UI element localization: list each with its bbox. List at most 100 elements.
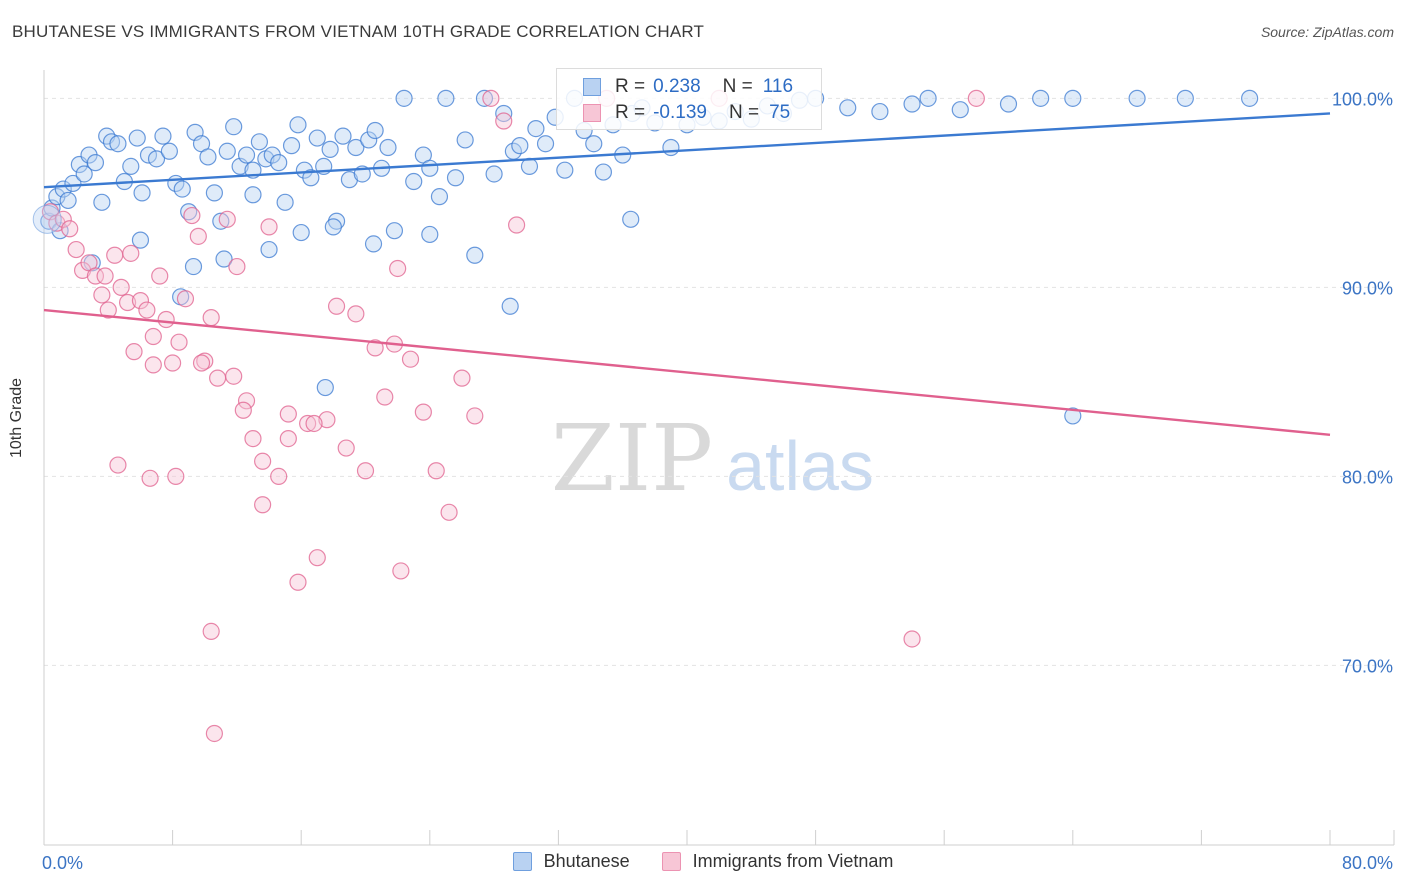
stats-swatch-vietnam — [583, 104, 601, 122]
point-vietnam — [164, 354, 182, 372]
point-vietnam — [260, 218, 278, 236]
point-bhutanese — [133, 184, 151, 202]
y-tick-label: 100.0% — [1332, 89, 1393, 109]
watermark-atlas: atlas — [726, 427, 874, 505]
legend-item-bhutanese[interactable]: Bhutanese — [512, 851, 630, 872]
point-bhutanese — [212, 212, 230, 230]
point-vietnam — [244, 429, 262, 448]
point-vietnam — [218, 210, 236, 228]
point-vietnam — [167, 467, 185, 486]
point-bhutanese — [1064, 407, 1082, 425]
point-bhutanese — [385, 222, 404, 240]
point-bhutanese — [511, 137, 529, 155]
point-bhutanese — [308, 129, 326, 147]
point-bhutanese — [475, 89, 494, 107]
trend-line-vietnam — [43, 308, 1331, 437]
point-vietnam — [427, 462, 445, 480]
n-value: 116 — [762, 76, 794, 97]
point-vietnam — [86, 267, 105, 285]
point-bhutanese — [282, 137, 301, 155]
point-bhutanese — [594, 163, 613, 181]
point-bhutanese — [260, 240, 278, 259]
point-bhutanese — [405, 172, 423, 191]
point-vietnam — [151, 267, 169, 285]
point-bhutanese — [237, 146, 256, 164]
point-vietnam — [67, 240, 85, 259]
point-vietnam — [495, 112, 513, 130]
point-bhutanese — [59, 191, 77, 210]
point-bhutanese — [324, 218, 342, 236]
point-bhutanese — [527, 119, 545, 138]
chart-title: BHUTANESE VS IMMIGRANTS FROM VIETNAM 10T… — [12, 22, 705, 41]
point-vietnam — [279, 405, 297, 423]
point-bhutanese — [292, 223, 310, 242]
point-bhutanese — [64, 174, 82, 193]
point-bhutanese — [75, 165, 93, 183]
point-bhutanese — [839, 99, 857, 117]
point-bhutanese — [360, 131, 378, 149]
point-vietnam — [189, 227, 207, 245]
point-vietnam — [482, 89, 500, 107]
point-vietnam — [453, 369, 471, 387]
point-bhutanese — [903, 95, 921, 113]
point-bhutanese — [446, 169, 465, 187]
point-bhutanese — [999, 95, 1018, 113]
source-label: Source: ZipAtlas.com — [1260, 24, 1394, 40]
point-bhutanese — [501, 297, 519, 315]
point-bhutanese — [585, 135, 603, 153]
point-vietnam — [202, 622, 220, 641]
point-vietnam — [209, 369, 227, 387]
point-vietnam — [401, 350, 420, 368]
legend-swatch-vietnam — [661, 852, 681, 871]
point-vietnam — [176, 290, 195, 308]
point-vietnam — [109, 456, 127, 474]
point-bhutanese — [366, 121, 384, 140]
point-vietnam — [967, 89, 985, 107]
point-vietnam — [106, 246, 124, 264]
point-vietnam — [131, 292, 150, 310]
point-vietnam — [192, 354, 211, 372]
point-vietnam — [508, 216, 526, 234]
point-vietnam — [141, 469, 159, 487]
r-label: R = — [615, 76, 646, 97]
point-vietnam — [202, 309, 220, 327]
point-vietnam — [376, 388, 394, 406]
point-vietnam — [125, 343, 143, 361]
n-label: N = — [722, 76, 753, 97]
point-bhutanese — [147, 150, 166, 168]
point-vietnam — [279, 429, 297, 448]
point-bhutanese — [270, 154, 288, 172]
point-bhutanese — [485, 165, 503, 183]
legend-label-bhutanese: Bhutanese — [543, 851, 630, 871]
point-bhutanese — [302, 169, 320, 187]
point-bhutanese — [347, 138, 365, 157]
point-bhutanese — [184, 257, 203, 276]
point-vietnam — [183, 206, 201, 225]
legend-swatch-bhutanese — [512, 852, 532, 871]
point-vietnam — [157, 310, 175, 329]
point-vietnam — [254, 496, 272, 514]
point-bhutanese — [250, 133, 269, 151]
point-bhutanese — [1128, 89, 1146, 107]
point-vietnam — [234, 401, 252, 419]
stats-legend: R = 0.238 N = 116 R = -0.139 N = 75 — [556, 68, 822, 130]
point-vietnam — [366, 339, 384, 357]
point-vietnam — [96, 267, 114, 285]
point-bhutanese — [102, 133, 121, 151]
stats-row-vietnam: R = -0.139 N = 75 — [583, 100, 790, 126]
legend-item-vietnam[interactable]: Immigrants from Vietnam — [661, 851, 893, 872]
point-vietnam — [414, 403, 432, 421]
point-bhutanese — [276, 193, 294, 211]
point-vietnam — [254, 452, 272, 470]
stats-swatch-bhutanese — [583, 78, 601, 96]
r-value: 0.238 — [653, 76, 701, 97]
point-bhutanese — [951, 101, 969, 119]
point-vietnam — [170, 333, 188, 351]
point-vietnam — [305, 414, 323, 433]
point-vietnam — [122, 244, 140, 262]
point-vietnam — [270, 467, 288, 486]
point-bhutanese — [1032, 89, 1050, 107]
point-bhutanese — [316, 378, 334, 397]
point-bhutanese — [199, 148, 217, 166]
